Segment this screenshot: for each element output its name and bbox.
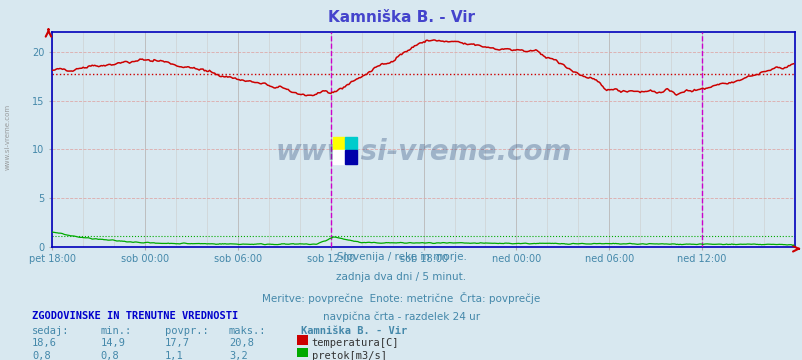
- Text: temperatura[C]: temperatura[C]: [311, 338, 399, 348]
- Text: 14,9: 14,9: [100, 338, 125, 348]
- Text: povpr.:: povpr.:: [164, 326, 208, 336]
- Text: www.si-vreme.com: www.si-vreme.com: [275, 138, 571, 166]
- Text: Meritve: povprečne  Enote: metrične  Črta: povprečje: Meritve: povprečne Enote: metrične Črta:…: [262, 292, 540, 303]
- Text: 3,2: 3,2: [229, 351, 247, 360]
- Text: 0,8: 0,8: [32, 351, 51, 360]
- Text: sedaj:: sedaj:: [32, 326, 70, 336]
- Bar: [345, 150, 356, 164]
- Text: maks.:: maks.:: [229, 326, 266, 336]
- Text: Slovenija / reke in morje.: Slovenija / reke in morje.: [336, 252, 466, 262]
- Bar: [333, 150, 345, 164]
- Text: ZGODOVINSKE IN TRENUTNE VREDNOSTI: ZGODOVINSKE IN TRENUTNE VREDNOSTI: [32, 311, 238, 321]
- Text: 20,8: 20,8: [229, 338, 253, 348]
- Text: 1,1: 1,1: [164, 351, 183, 360]
- Bar: [333, 136, 345, 150]
- Text: pretok[m3/s]: pretok[m3/s]: [311, 351, 386, 360]
- Text: navpična črta - razdelek 24 ur: navpična črta - razdelek 24 ur: [322, 311, 480, 322]
- Text: 18,6: 18,6: [32, 338, 57, 348]
- Text: min.:: min.:: [100, 326, 132, 336]
- Text: Kamniška B. - Vir: Kamniška B. - Vir: [327, 10, 475, 25]
- Text: Kamniška B. - Vir: Kamniška B. - Vir: [301, 326, 407, 336]
- Text: 0,8: 0,8: [100, 351, 119, 360]
- Text: zadnja dva dni / 5 minut.: zadnja dva dni / 5 minut.: [336, 272, 466, 282]
- Text: 17,7: 17,7: [164, 338, 189, 348]
- Bar: [345, 136, 356, 150]
- Text: www.si-vreme.com: www.si-vreme.com: [5, 104, 11, 170]
